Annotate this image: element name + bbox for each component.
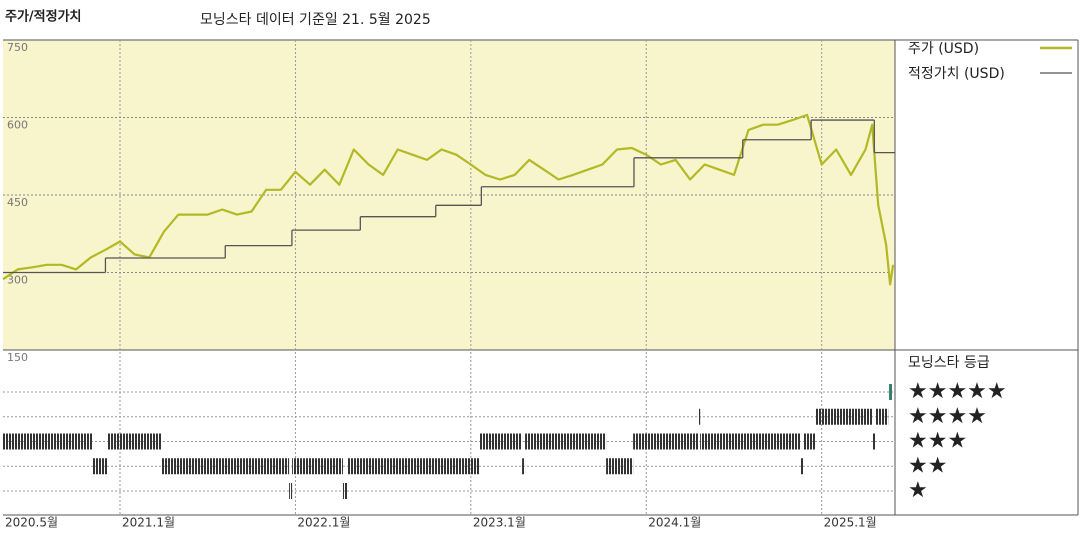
rating-bar bbox=[522, 458, 526, 475]
rating-label: ★★★★ bbox=[908, 404, 987, 429]
y-tick-label: 300 bbox=[7, 274, 28, 287]
rating-bar bbox=[3, 433, 93, 450]
rating-bar bbox=[889, 384, 893, 400]
chart-title: 모닝스타 데이터 기준일 21. 5월 2025 bbox=[200, 12, 431, 28]
rating-bar bbox=[815, 408, 873, 425]
y-tick-label: 750 bbox=[7, 41, 28, 54]
x-tick-label: 2020.5월 bbox=[5, 516, 58, 530]
ratings-title: 모닝스타 등급 bbox=[908, 355, 990, 371]
rating-bar bbox=[289, 483, 293, 499]
rating-bar bbox=[803, 433, 816, 450]
rating-bar bbox=[479, 433, 523, 450]
rating-bar bbox=[525, 433, 607, 450]
x-tick-label: 2022.1월 bbox=[297, 516, 350, 530]
y-tick-label: 600 bbox=[7, 119, 28, 132]
legend-label: 주가 (USD) bbox=[908, 41, 979, 57]
rating-label: ★★★★★ bbox=[908, 379, 1007, 404]
x-tick-label: 2025.1월 bbox=[824, 516, 877, 530]
rating-bar bbox=[346, 458, 480, 475]
rating-bar bbox=[875, 408, 889, 425]
rating-bar bbox=[92, 458, 108, 475]
rating-bar bbox=[800, 458, 804, 475]
rating-bar bbox=[633, 433, 699, 450]
rating-bar bbox=[161, 458, 290, 475]
legend-label: 적정가치 (USD) bbox=[908, 66, 1005, 82]
rating-label: ★★★ bbox=[908, 429, 967, 454]
rating-bar bbox=[342, 483, 347, 499]
rating-bar bbox=[872, 433, 876, 450]
price-line bbox=[2, 113, 895, 286]
rating-label: ★ bbox=[908, 478, 928, 503]
rating-bar bbox=[698, 408, 701, 425]
x-tick-label: 2023.1월 bbox=[473, 516, 526, 530]
rating-label: ★★ bbox=[908, 453, 947, 478]
y-tick-label: 150 bbox=[7, 351, 28, 364]
rating-bar bbox=[606, 458, 634, 475]
rating-bar bbox=[700, 433, 801, 450]
y-tick-label: 450 bbox=[7, 196, 28, 209]
rating-bar bbox=[107, 433, 162, 450]
x-tick-label: 2021.1월 bbox=[122, 516, 175, 530]
chart-header: 주가/적정가치 bbox=[5, 9, 82, 25]
x-tick-label: 2024.1월 bbox=[648, 516, 701, 530]
rating-bar bbox=[292, 458, 343, 475]
